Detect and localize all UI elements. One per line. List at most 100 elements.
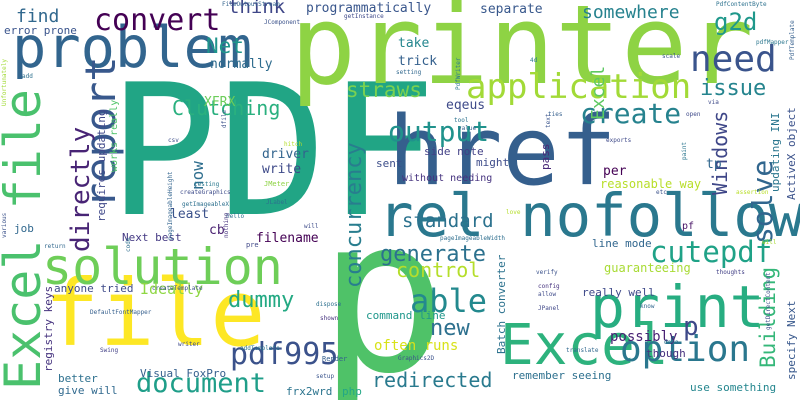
word-return: return xyxy=(44,243,66,250)
word-exports: exports xyxy=(606,137,632,144)
word-reasonable-way: reasonable way xyxy=(600,177,702,191)
word-setup: setup xyxy=(316,373,335,380)
word-sent: sent xyxy=(376,157,403,170)
word-activex-object: ActiveX object xyxy=(785,107,798,200)
word-p-large: p xyxy=(318,170,448,400)
word-shown: shown xyxy=(320,315,339,322)
word-pdftemplate: PdfTemplate xyxy=(789,20,796,60)
word-jpanel: JPanel xyxy=(538,305,560,312)
word-without-needing: without needing xyxy=(402,173,493,184)
word-hello: hello xyxy=(226,213,245,220)
word-hitch: hitch xyxy=(284,141,303,148)
word-standard: standard xyxy=(402,210,494,232)
word-dummy: dummy xyxy=(228,288,295,313)
word-addtemplate: addTemplate xyxy=(240,345,280,352)
word-open: open xyxy=(686,111,701,118)
word-rel-nofollow: rel nofollow xyxy=(378,181,800,250)
word-registry-keys: registry keys xyxy=(42,285,55,372)
word-requires-updating: requires updating xyxy=(95,109,108,222)
word-redirected: redirected xyxy=(372,368,493,392)
word-take: take xyxy=(398,36,430,51)
word-pass: pass xyxy=(539,143,552,171)
word-pdfwriter: PdfWriter xyxy=(455,57,462,90)
word-dfile: dfile xyxy=(221,109,228,128)
word-really-well: really well xyxy=(582,286,655,299)
word-programmatically: programmatically xyxy=(306,1,432,16)
word-guaranteeing: guaranteeing xyxy=(604,261,691,275)
word-paint: paint xyxy=(681,141,688,160)
word-defaultfontmapper: DefaultFontMapper xyxy=(90,309,152,316)
word-straws: straws xyxy=(346,78,422,102)
word-create: create xyxy=(580,97,682,130)
word-driver: driver xyxy=(262,147,309,162)
word-though: though xyxy=(646,347,686,360)
word-getdirectcontent: getDirectContent xyxy=(765,272,772,330)
word-cutepdf: cutepdf xyxy=(650,235,773,269)
word-separate: separate xyxy=(480,2,543,17)
word-creategraphics: createGraphics xyxy=(180,189,231,196)
word-tp: tp xyxy=(706,157,722,172)
word-pdfcontentbyte: PdfContentByte xyxy=(716,1,767,8)
word-write: write xyxy=(262,162,302,177)
word-dispose: dispose xyxy=(316,301,342,308)
word-line-mode: line mode xyxy=(592,237,652,250)
word-p-small: p xyxy=(683,312,699,342)
word-php: php xyxy=(342,385,362,398)
word-clutching: Clutching xyxy=(172,96,281,120)
word-createtemplate: createTemplate xyxy=(152,285,203,292)
word-etc: etc xyxy=(656,189,667,196)
word-print: print xyxy=(590,273,765,341)
word-net: Net xyxy=(206,34,244,58)
word-know: know xyxy=(640,303,655,310)
word-graphics2d: Graphics2D xyxy=(398,355,435,362)
word-able: able xyxy=(410,282,488,320)
word-application: application xyxy=(466,67,692,107)
word-swing: Swing xyxy=(100,347,119,354)
word-trick: trick xyxy=(398,54,438,69)
word-href: href xyxy=(388,97,617,207)
word-data: data xyxy=(664,339,679,346)
word-pageimageablewidth: pageImageableWidth xyxy=(440,235,506,242)
word-generate: generate xyxy=(380,242,486,267)
word-need: need xyxy=(690,39,777,80)
word-tool: tool xyxy=(454,117,469,124)
word-g2d: g2d xyxy=(714,8,758,36)
word-works-really: works really xyxy=(109,99,120,172)
word-think: think xyxy=(228,0,286,18)
word-allow: allow xyxy=(538,291,557,298)
word-use-something: use something xyxy=(690,381,777,394)
word-document: document xyxy=(136,368,267,399)
word-excel-file: Excel file xyxy=(0,88,52,390)
word-better: better xyxy=(58,372,98,385)
word-error-prone: error prone xyxy=(4,24,77,37)
word-problem: problem xyxy=(12,15,253,81)
word-often-runs: often runs xyxy=(374,338,459,354)
word-pre: pre xyxy=(246,241,259,249)
word-cb: cb xyxy=(209,223,225,238)
word-visual-foxpro: Visual FoxPro xyxy=(140,367,227,380)
word-render: Render xyxy=(322,355,348,363)
word-next-best: Next best xyxy=(122,231,182,244)
word-somewhere: somewhere xyxy=(582,2,680,23)
word-excel-vertical: Excel xyxy=(588,65,609,120)
word-directly: directly xyxy=(66,126,96,252)
word-possibly: possibly xyxy=(610,329,678,345)
word-concurrency: concurrency xyxy=(342,142,367,288)
word-unfortunately: Unfortunately xyxy=(1,59,8,106)
word-side-note: side note xyxy=(424,145,484,158)
word-least: least xyxy=(170,207,210,222)
word-thoughts: thoughts xyxy=(716,269,745,276)
word-eqeus: eqeus xyxy=(446,98,486,113)
word-ideally: Ideally xyxy=(140,280,204,298)
word-text: text xyxy=(545,113,552,128)
word-filename: filename xyxy=(256,231,319,246)
word-add: add xyxy=(22,73,33,80)
word-normally: normally xyxy=(210,57,273,72)
word-pf: pf xyxy=(682,221,695,232)
word-getinstance: getInstance xyxy=(344,13,384,20)
word-remember-seeing: remember seeing xyxy=(512,369,612,382)
word-file: file xyxy=(44,260,266,367)
word-will: will xyxy=(304,223,319,230)
word-4d: 4d xyxy=(530,57,538,64)
